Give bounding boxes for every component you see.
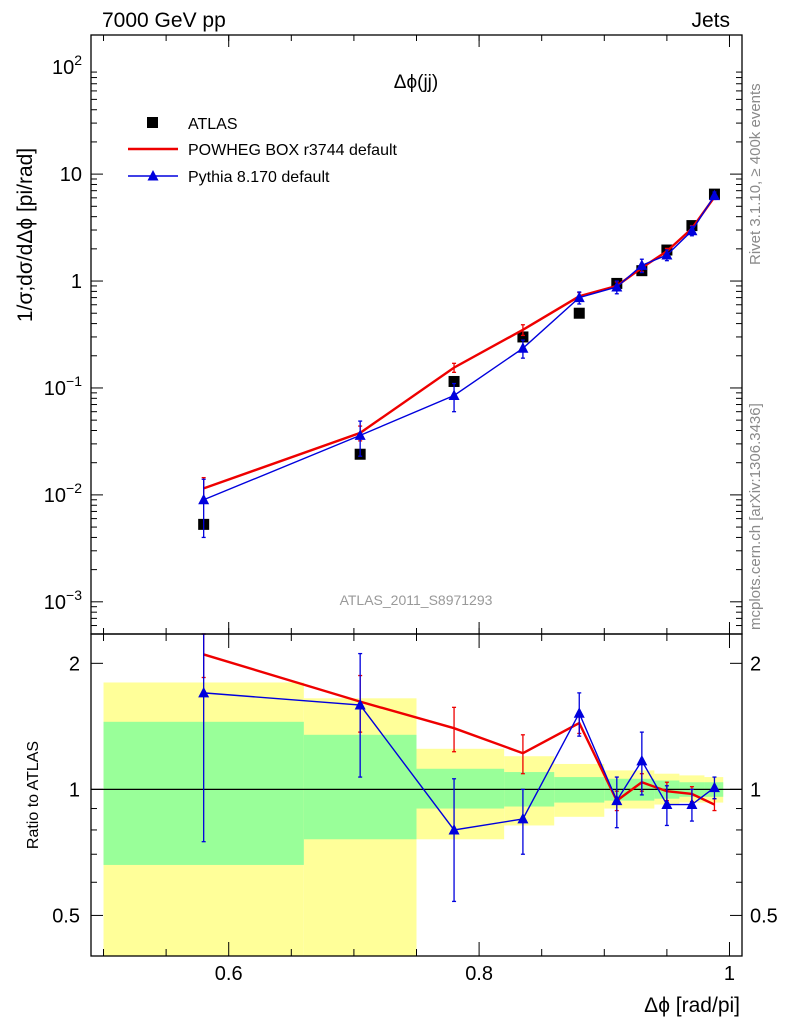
ratio-y-tick-label-right: 0.5	[750, 905, 778, 927]
ratio-pythia-point	[448, 823, 460, 835]
main-y-axis-label: 1/σ;dσ/dΔϕ [pi/rad]	[14, 148, 37, 322]
pythia-point	[661, 249, 673, 260]
ratio-y-axis-label: Ratio to ATLAS	[25, 741, 42, 849]
ratio-x-tick-label: 0.6	[215, 963, 243, 985]
pythia-point	[198, 493, 210, 505]
main-panel: 10−3 10−2 10−1 1 10 102 1/σ;dσ/dΔϕ [pi/rad] Δϕ(…	[14, 34, 743, 635]
ratio-pythia-point	[573, 707, 585, 718]
pythia-point	[611, 280, 623, 292]
ratio-band-inner	[416, 768, 505, 809]
ratio-pythia-point	[661, 798, 673, 810]
pythia-point	[708, 189, 720, 201]
ratio-pythia-line	[203, 692, 715, 831]
ratio-pythia-point	[354, 699, 366, 710]
ratio-y-tick-label-right: 2	[750, 653, 761, 675]
atlas-point	[448, 375, 460, 387]
pythia-line	[203, 195, 716, 501]
analysis-label: ATLAS_2011_S8971293	[340, 592, 493, 608]
pythia-point	[636, 259, 648, 270]
ratio-pythia-point	[198, 686, 210, 698]
main-y-tick-label: 10	[60, 164, 82, 186]
pythia-point	[686, 224, 698, 236]
ratio-y-tick-label-left: 0.5	[52, 905, 80, 927]
ratio-pythia-point	[686, 798, 698, 810]
atlas-point	[517, 331, 529, 343]
atlas-point	[573, 307, 585, 319]
legend-powheg-label: POWHEG BOX r3744 default	[188, 142, 398, 159]
legend-pythia-label: Pythia 8.170 default	[188, 169, 330, 186]
ratio-y-tick-label-right: 1	[750, 779, 761, 801]
ratio-panel: 0.5 0.5 1 1 2 2 0.6 0.8 1 Ratio to ATLAS Δϕ [rad/p…	[25, 633, 778, 1017]
ratio-x-tick-label: 1	[724, 963, 735, 985]
legend-atlas-marker	[147, 117, 158, 128]
pythia-point	[517, 342, 529, 353]
header-left-label: 7000 GeV pp	[102, 9, 226, 32]
pythia-point	[354, 429, 366, 440]
ratio-powheg-line	[203, 653, 715, 806]
pythia-point	[448, 389, 460, 401]
ratio-pythia-point	[636, 754, 648, 766]
ratio-pythia-point	[611, 794, 623, 806]
main-y-tick-label: 102	[52, 52, 82, 79]
ratio-y-tick-label-left: 2	[69, 653, 80, 675]
ratio-y-tick-label-left: 1	[69, 779, 80, 801]
legend-atlas-label: ATLAS	[188, 116, 238, 133]
x-axis-label: Δϕ [rad/pi]	[644, 994, 740, 1017]
main-y-tick-label: 1	[71, 271, 82, 293]
chart-title: Δϕ(jj)	[394, 72, 438, 93]
legend-pythia-marker	[147, 170, 159, 181]
main-y-tick-label: 10−1	[44, 373, 82, 400]
ratio-x-tick-label: 0.8	[465, 963, 493, 985]
main-y-tick-label: 10−2	[44, 480, 82, 507]
main-y-tick-label: 10−3	[44, 587, 82, 614]
rivet-version-label: Rivet 3.1.10, ≥ 400k events	[747, 83, 764, 265]
ratio-pythia-point	[517, 812, 529, 824]
pythia-point	[573, 291, 585, 303]
mcplots-label: mcplots.cern.ch [arXiv:1306.3436]	[747, 403, 764, 630]
powheg-line	[203, 196, 716, 490]
ratio-pythia-point	[708, 781, 720, 793]
header-right-label: Jets	[691, 9, 730, 32]
